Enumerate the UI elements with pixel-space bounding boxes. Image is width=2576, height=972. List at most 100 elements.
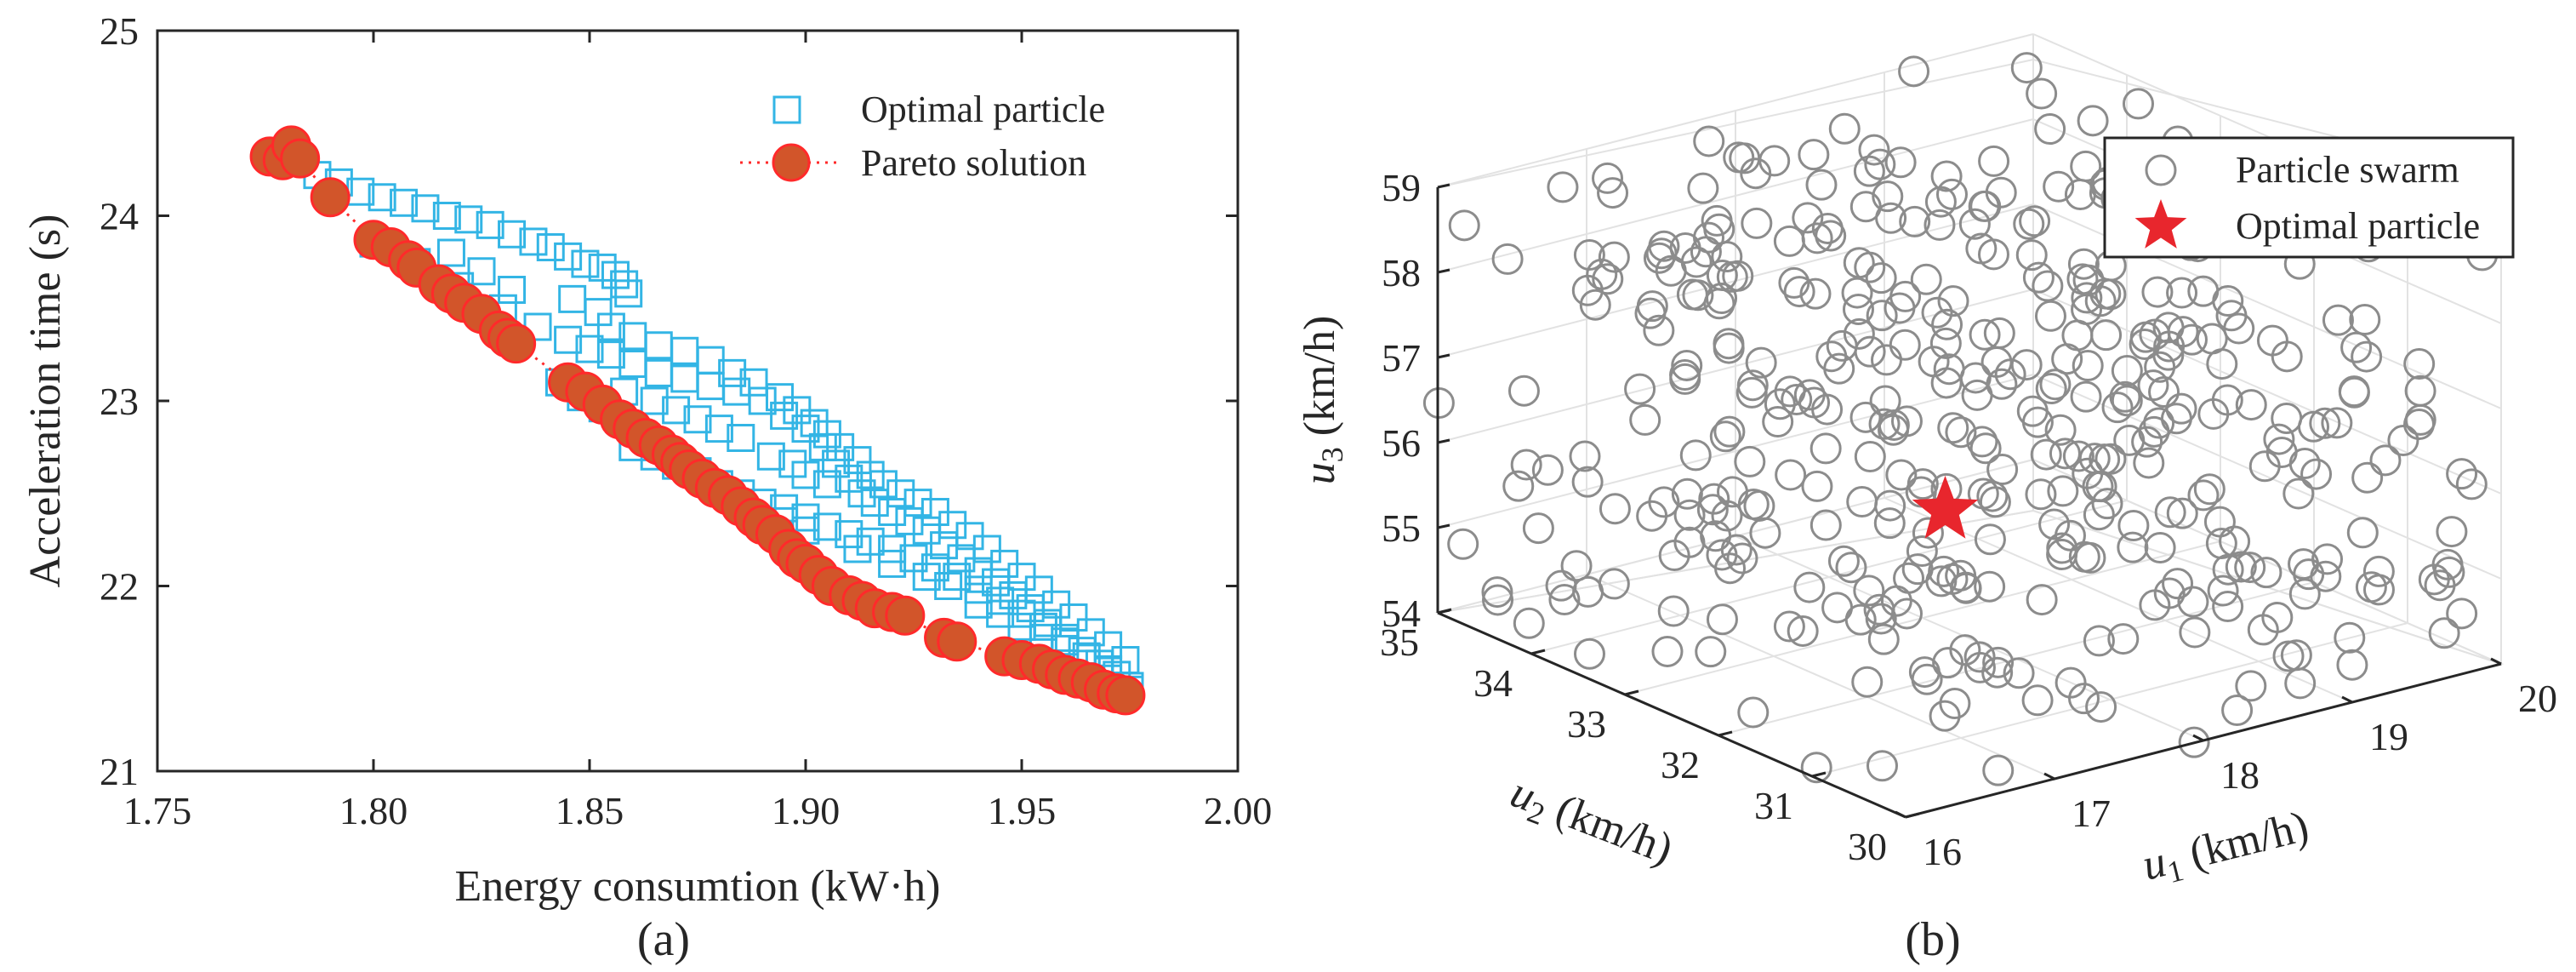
x-tick-label: 2.00: [1204, 789, 1273, 832]
z-tick-label: 57: [1382, 336, 1421, 380]
y-tick-mark: [1811, 771, 1827, 778]
particle-point: [2019, 205, 2051, 237]
particle-point: [1945, 416, 1977, 449]
particle-point: [2166, 497, 2198, 529]
particle-point: [1502, 470, 1535, 502]
y-tick-label: 33: [1567, 702, 1606, 746]
particle-point: [1986, 454, 2019, 486]
particle-point: [1864, 148, 1896, 180]
particle-point: [1743, 489, 1775, 522]
particle-point: [2322, 304, 2354, 336]
chart-a: 1.75 1.80 1.85 1.90 1.95 2.00 21 22 23 24 25 Ener…: [21, 9, 1272, 966]
x-tick-mark: [2192, 734, 2204, 742]
chart-a-plot-area: [157, 31, 1238, 771]
particle-point: [1871, 344, 1903, 376]
chart-a-y-axis: 21 22 23 24 25: [100, 9, 1238, 793]
particle-point: [1560, 550, 1593, 582]
particle-point: [2030, 438, 2062, 471]
optimal-particle-point: [972, 535, 1001, 563]
particle-point: [1866, 750, 1899, 782]
particle-point: [1775, 459, 1807, 491]
x-tick-label: 19: [2369, 715, 2408, 758]
particle-point: [1889, 329, 1921, 361]
optimal-particle-point: [614, 279, 643, 308]
optimal-particle-point: [756, 442, 785, 471]
optimal-particle-point: [575, 334, 604, 363]
particle-point: [1969, 190, 2002, 222]
particle-point: [1809, 509, 1842, 541]
particle-point: [1869, 385, 1901, 417]
particle-point: [1939, 688, 1971, 720]
z-tick-label: 56: [1382, 421, 1421, 465]
y-tick-mark: [1624, 689, 1639, 696]
z-tick-mark: [1437, 523, 1450, 529]
particle-point: [1531, 454, 1564, 486]
particle-point: [1912, 517, 1944, 549]
particle-point: [1976, 480, 2009, 512]
particle-point: [1706, 539, 1738, 571]
particle-point: [2153, 330, 2186, 363]
particle-point: [1781, 383, 1813, 415]
particle-point: [1937, 412, 1969, 444]
optimal-particle-point: [964, 575, 993, 604]
optimal-particle-point: [878, 535, 907, 563]
particle-point: [2346, 517, 2379, 549]
chart-a-y-label: Acceleration time (s): [21, 214, 70, 588]
pareto-solution-point: [280, 138, 321, 179]
particle-point: [2369, 444, 2402, 477]
y-tick-label: 23: [100, 380, 139, 423]
optimal-particle-point: [610, 270, 639, 299]
y-tick-label: 35: [1380, 620, 1419, 664]
particle-point: [1687, 172, 1719, 204]
particle-point: [1982, 754, 2015, 786]
particle-point: [2026, 77, 2058, 110]
particle-point: [2025, 478, 2057, 511]
y-tick-label: 22: [100, 565, 139, 609]
particle-point: [1815, 220, 1847, 252]
particle-point: [1482, 584, 1514, 616]
particle-point: [1800, 752, 1832, 784]
particle-point: [2067, 248, 2100, 280]
particle-point: [2032, 270, 2064, 302]
particle-point: [2109, 380, 2141, 413]
particle-point: [2234, 552, 2266, 584]
particle-point: [1949, 634, 1981, 666]
chart-b: 54 55 56 57 58 59 30 31 32 33 34 35 16 17 18 19 20 u3 …: [1296, 33, 2557, 966]
chart-b-caption: (b): [1905, 913, 1960, 966]
particle-point: [1842, 293, 1874, 325]
optimal-particle-star: [1912, 475, 1979, 539]
particle-point: [2235, 670, 2267, 702]
particle-point: [2166, 277, 2198, 309]
chart-b-x-ticks: 16 17 18 19 20: [1895, 657, 2557, 873]
particle-point: [2310, 560, 2342, 592]
optimal-particle-point: [662, 396, 691, 425]
particle-point: [2446, 597, 2478, 630]
optimal-particle-point: [704, 415, 733, 443]
x-tick-mark: [2043, 772, 2055, 780]
particle-point: [1930, 160, 1963, 192]
particle-point: [1545, 569, 1577, 602]
particle-point: [2340, 331, 2373, 363]
particle-point: [2404, 403, 2436, 436]
particle-point: [1981, 656, 2014, 689]
z-tick-mark: [1437, 438, 1450, 444]
particle-point: [1491, 243, 1524, 275]
chart-b-y-label: u2 (km/h): [1502, 768, 1679, 878]
particle-point: [2083, 625, 2115, 657]
particle-point: [2094, 443, 2127, 475]
particle-point: [1841, 277, 1873, 309]
particle-point: [2038, 508, 2071, 540]
particle-point: [2010, 349, 2043, 381]
particle-point: [2013, 208, 2045, 240]
particle-point: [2404, 375, 2436, 407]
particle-point: [1805, 169, 1838, 201]
particle-point: [1673, 526, 1706, 558]
y-tick-mark: [1905, 812, 1920, 819]
x-tick-label: 18: [2220, 753, 2260, 797]
optimal-particle-point: [912, 563, 941, 592]
particle-point: [1885, 459, 1918, 491]
particle-point: [2207, 575, 2239, 607]
particle-point: [2187, 479, 2220, 512]
particle-point: [1734, 445, 1766, 477]
particle-point: [1716, 476, 1748, 508]
